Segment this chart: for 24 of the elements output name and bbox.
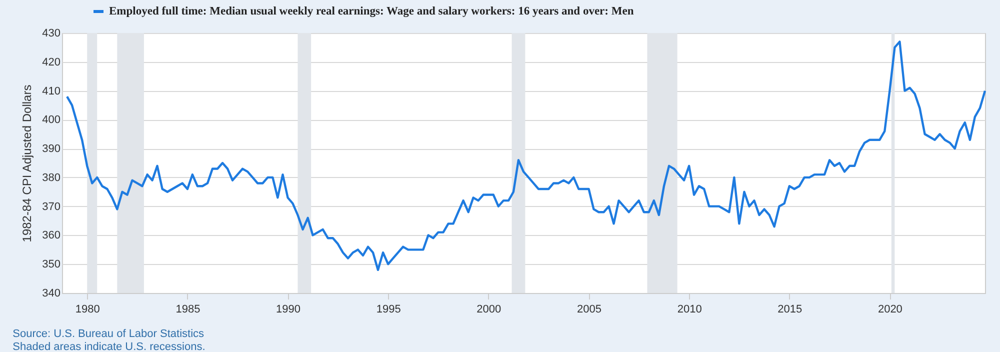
legend-label: Employed full time: Median usual weekly real earnings: Wage and salary workers: 16 years and over: Men (109, 6, 634, 18)
y-tick-label: 340 (42, 288, 60, 300)
y-tick-label: 360 (42, 230, 60, 242)
y-tick-label: 380 (42, 172, 60, 184)
y-tick-label: 420 (42, 56, 60, 68)
x-tick-label: 2000 (476, 304, 502, 316)
x-tick-label: 2010 (677, 304, 702, 316)
y-axis-title: 1982-84 CPI Adjusted Dollars (20, 84, 34, 242)
x-tick-label: 1980 (75, 304, 100, 316)
y-tick-label: 390 (42, 143, 60, 156)
x-tick-label: 2015 (778, 304, 802, 316)
x-tick-label: 2005 (577, 304, 602, 316)
x-tick-label: 2020 (878, 304, 902, 316)
text: Shaded areas indicate U.S. recessions. (12, 341, 206, 352)
x-tick-label: 1990 (276, 304, 301, 316)
y-tick-label: 370 (42, 200, 60, 213)
y-tick-label: 350 (42, 258, 60, 271)
y-tick-label: 410 (42, 85, 60, 98)
y-tick-label: 400 (42, 114, 60, 126)
y-tick-label: 430 (42, 28, 60, 40)
x-tick-label: 1985 (176, 304, 200, 316)
source-note: Source: U.S. Bureau of Labor Statistics (12, 328, 205, 340)
line-series (66, 40, 986, 271)
x-tick-label: 1995 (376, 304, 401, 316)
